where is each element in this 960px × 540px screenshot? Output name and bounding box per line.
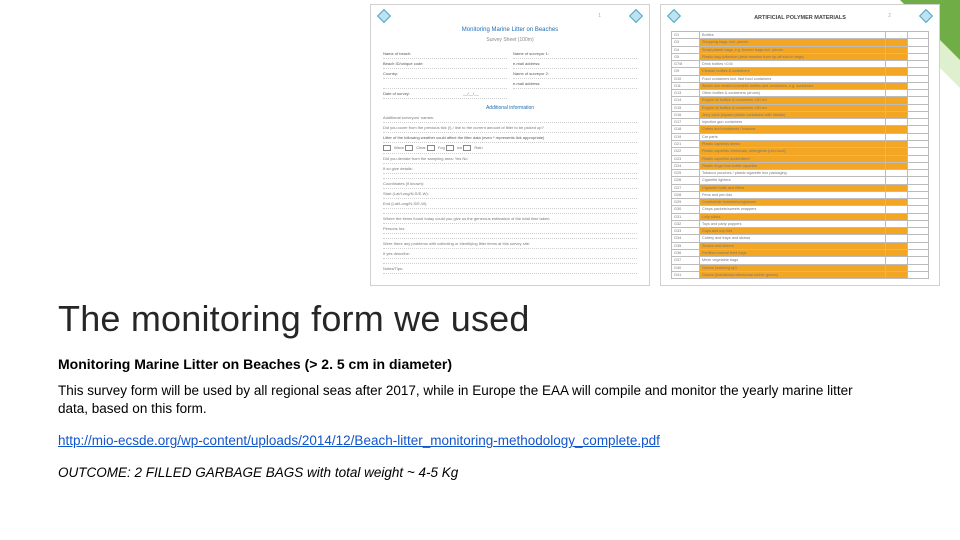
litter-row: G3Shopping bags, incl. pieces: [672, 39, 928, 46]
methodology-link[interactable]: http://mio-ecsde.org/wp-content/uploads/…: [58, 432, 660, 450]
litter-row: G30Crisps packets/sweets wrappers: [672, 206, 928, 213]
outcome-text: OUTCOME: 2 FILLED GARBAGE BAGS with tota…: [58, 465, 920, 480]
slide-subheading: Monitoring Marine Litter on Beaches (> 2…: [58, 356, 920, 372]
litter-row: G22Plastic caps/lids chemicals, detergen…: [672, 148, 928, 155]
slide-heading: The monitoring form we used: [58, 298, 920, 340]
litter-row: G36Fertiliser/animal feed bags: [672, 250, 928, 257]
form-thumbnails: 1 Monitoring Marine Litter on Beaches Su…: [370, 4, 940, 286]
litter-row: G41Gloves (industrial/professional rubbe…: [672, 272, 928, 278]
page-number: 2: [888, 13, 891, 19]
litter-table: G1BottlesG3Shopping bags, incl. piecesG4…: [671, 31, 929, 279]
litter-row: G10Food containers incl. fast food conta…: [672, 76, 928, 83]
litter-row: G18Crates and containers / baskets: [672, 126, 928, 133]
thumb-b-title: ARTIFICIAL POLYMER MATERIALS: [754, 15, 846, 21]
litter-row: G17Injection gun containers: [672, 119, 928, 126]
litter-row: G5Plastic bag collective (what remains f…: [672, 54, 928, 61]
logo-right: [921, 11, 931, 21]
litter-row: G28Pens and pen lids: [672, 192, 928, 199]
thumb-a-subtitle: Survey Sheet (100m): [486, 37, 533, 43]
litter-row: G27Cigarette butts and filters: [672, 185, 928, 192]
page-number: 1: [598, 13, 601, 19]
thumb-a-title: Monitoring Marine Litter on Beaches: [410, 27, 610, 33]
litter-row: G35Straws and stirrers: [672, 243, 928, 250]
logo-right: [631, 11, 641, 21]
litter-row: G31Lolly sticks: [672, 214, 928, 221]
litter-row: G32Toys and party poppers: [672, 221, 928, 228]
slide-content: The monitoring form we used Monitoring M…: [58, 298, 920, 480]
thumbnail-litter-table: 2 ARTIFICIAL POLYMER MATERIALS G1Bottles…: [660, 4, 940, 286]
litter-row: G1Bottles: [672, 32, 928, 39]
litter-row: G37Mesh vegetable bags: [672, 257, 928, 264]
litter-row: G34Cutlery and trays and straws: [672, 235, 928, 242]
logo-left: [379, 11, 389, 21]
litter-row: G14Engine oil bottles & containers <50 c…: [672, 97, 928, 104]
litter-row: G9Cleaner bottles & containers: [672, 68, 928, 75]
litter-row: G23Plastic caps/lids unidentified: [672, 156, 928, 163]
litter-row: G7/8Drink bottles <0.5l: [672, 61, 928, 68]
litter-row: G11Beach use related cosmetic bottles an…: [672, 83, 928, 90]
logo-left: [669, 11, 679, 21]
litter-row: G29Combs/hair brushes/sunglasses: [672, 199, 928, 206]
litter-row: G13Other bottles & containers (drums): [672, 90, 928, 97]
litter-row: G26Cigarette lighters: [672, 177, 928, 184]
litter-row: G21Plastic caps/lids drinks: [672, 141, 928, 148]
litter-row: G4Small plastic bags, e.g. freezer bags …: [672, 47, 928, 54]
litter-row: G40Gloves (washing up): [672, 265, 928, 272]
litter-row: G25Tobacco pouches / plastic cigarette b…: [672, 170, 928, 177]
litter-row: G33Cups and cup lids: [672, 228, 928, 235]
litter-row: G16Jerry cans (square plastic containers…: [672, 112, 928, 119]
slide: 1 Monitoring Marine Litter on Beaches Su…: [0, 0, 960, 540]
litter-row: G24Plastic rings from bottle caps/lids: [672, 163, 928, 170]
thumbnail-survey-sheet: 1 Monitoring Marine Litter on Beaches Su…: [370, 4, 650, 286]
litter-row: G15Engine oil bottles & containers >50 c…: [672, 105, 928, 112]
slide-paragraph: This survey form will be used by all reg…: [58, 382, 878, 418]
litter-row: G19Car parts: [672, 134, 928, 141]
